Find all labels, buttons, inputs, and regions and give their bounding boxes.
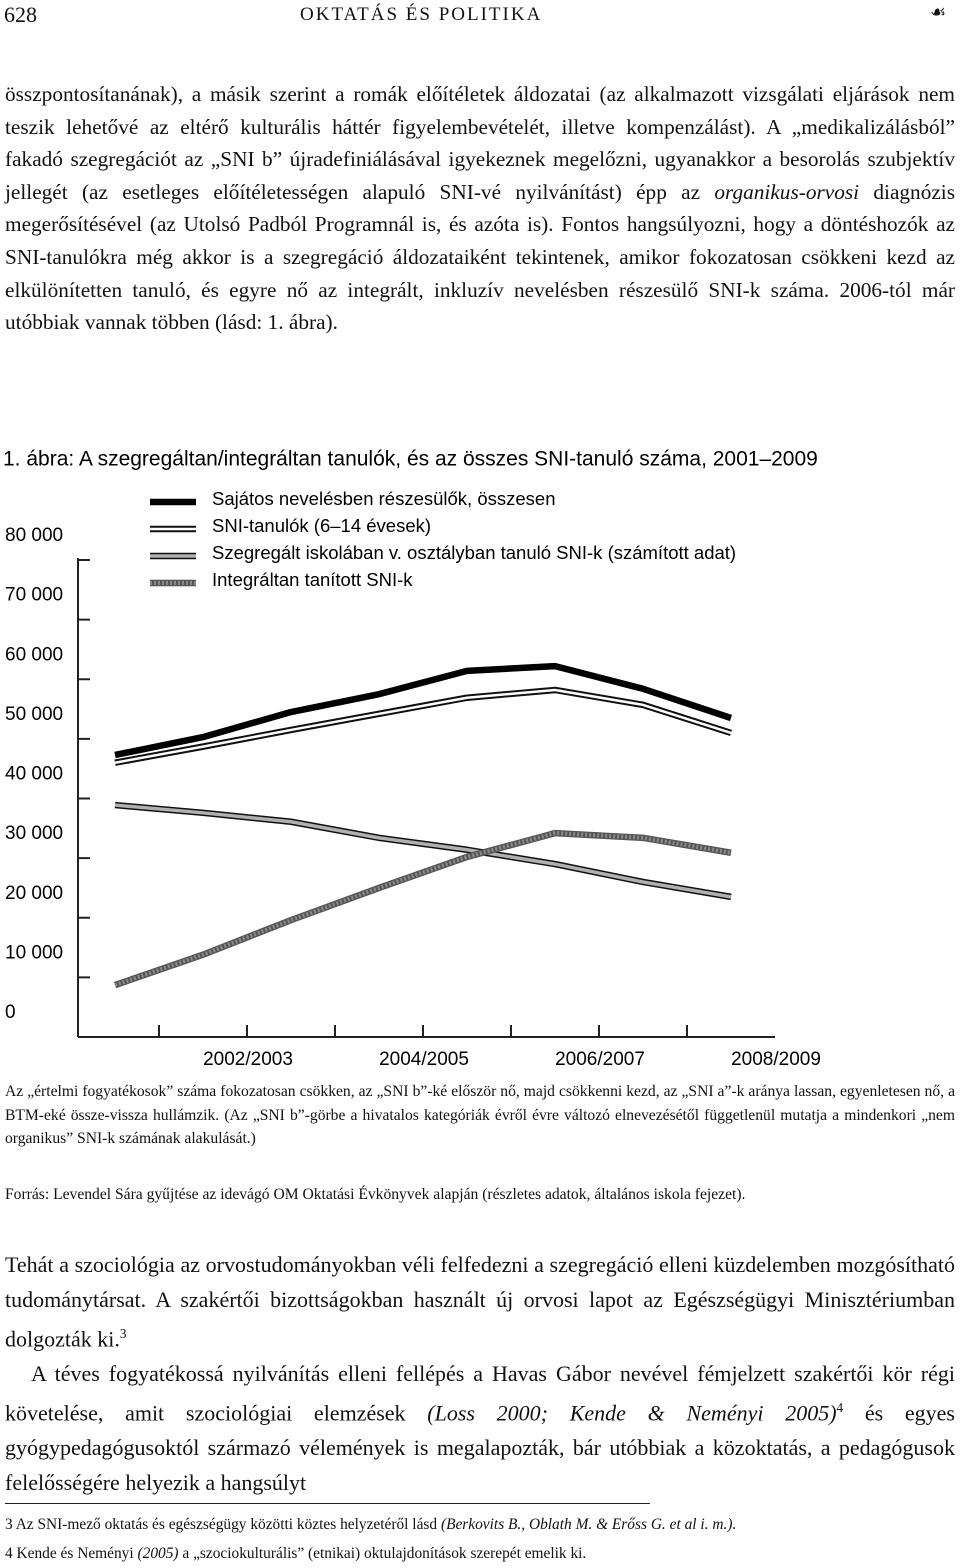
y-tick-label: 0 xyxy=(5,1002,16,1023)
footnote-rule xyxy=(5,1503,650,1504)
series-line-outline xyxy=(114,801,732,901)
y-tick-label: 70 000 xyxy=(5,585,63,606)
footnote: 4 Kende és Neményi (2005) a „szociokultu… xyxy=(5,1539,960,1568)
body-text: Tehát a szociológia az orvostudományokba… xyxy=(5,1248,955,1500)
footnote-ref: 4 xyxy=(836,1400,844,1416)
text: 3 Az SNI-mező oktatás és egészségügy köz… xyxy=(5,1516,441,1533)
y-tick-label: 60 000 xyxy=(5,644,63,665)
footnote-ref: 3 xyxy=(119,1326,127,1341)
series-line xyxy=(114,688,732,764)
x-tick-label: 2006/2007 xyxy=(555,1049,645,1070)
series-line xyxy=(114,662,733,759)
y-tick-label: 20 000 xyxy=(5,883,63,904)
paragraph: A téves fogyatékossá nyilvánítás elleni … xyxy=(5,1357,955,1500)
footnote: 3 Az SNI-mező oktatás és egészségügy köz… xyxy=(5,1510,960,1539)
text: A téves fogyatékossá nyilvánítás elleni … xyxy=(5,1360,955,1426)
series-line xyxy=(114,803,732,899)
italic-text: (2005) xyxy=(137,1545,179,1562)
x-tick-label: 2002/2003 xyxy=(203,1049,293,1070)
series-line-outline xyxy=(114,686,732,766)
legend-label: SNI-tanulók (6–14 évesek) xyxy=(212,515,431,536)
text: összpontosítanának), a másik szerint a r… xyxy=(5,82,955,204)
running-head: OKTATÁS ÉS POLITIKA xyxy=(300,4,543,25)
ornament: ☙ xyxy=(930,2,947,22)
figure-source: Forrás: Levendel Sára gyűjtése az idevág… xyxy=(5,1186,746,1203)
italic-text: (Loss 2000; Kende & Neményi 2005) xyxy=(427,1400,837,1426)
legend-label: Sajátos nevelésben részesülők, összesen xyxy=(212,488,555,509)
legend-label: Szegregált iskolában v. osztályban tanul… xyxy=(212,542,736,563)
x-tick-label: 2004/2005 xyxy=(379,1049,469,1070)
italic-text: (Berkovits B., Oblath M. & Erőss G. et a… xyxy=(440,1516,737,1533)
text: és egyes gyógypedagógusoktól származó vé… xyxy=(5,1400,955,1495)
footnotes: 3 Az SNI-mező oktatás és egészségügy köz… xyxy=(5,1510,960,1568)
chart: 1. ábra: A szegregáltan/integráltan tanu… xyxy=(3,448,821,1070)
text: diagnózis megerősítésével (az Utolsó Pad… xyxy=(5,179,955,335)
y-tick-label: 30 000 xyxy=(5,823,63,844)
chart-title: 1. ábra: A szegregáltan/integráltan tanu… xyxy=(3,448,818,471)
series-line xyxy=(114,831,732,988)
legend-label: Integráltan tanított SNI-k xyxy=(212,569,413,590)
y-tick-label: 40 000 xyxy=(5,764,63,785)
figure-note: Az „értelmi fogyatékosok” száma fokozato… xyxy=(5,1083,955,1147)
page-number: 628 xyxy=(4,2,37,27)
paragraph: Tehát a szociológia az orvostudományokba… xyxy=(5,1248,955,1357)
x-tick-label: 2008/2009 xyxy=(731,1049,821,1070)
y-tick-label: 80 000 xyxy=(5,525,63,546)
text: 4 Kende és Neményi xyxy=(5,1545,138,1562)
italic-text: organikus-orvosi xyxy=(714,179,860,204)
y-tick-label: 50 000 xyxy=(5,704,63,725)
series-line-outline xyxy=(113,829,732,989)
y-tick-label: 10 000 xyxy=(5,942,63,963)
text: a „szociokulturális” (etnikai) oktulajdo… xyxy=(178,1545,587,1562)
paragraph: összpontosítanának), a másik szerint a r… xyxy=(5,78,955,339)
text: Tehát a szociológia az orvostudományokba… xyxy=(5,1252,955,1352)
